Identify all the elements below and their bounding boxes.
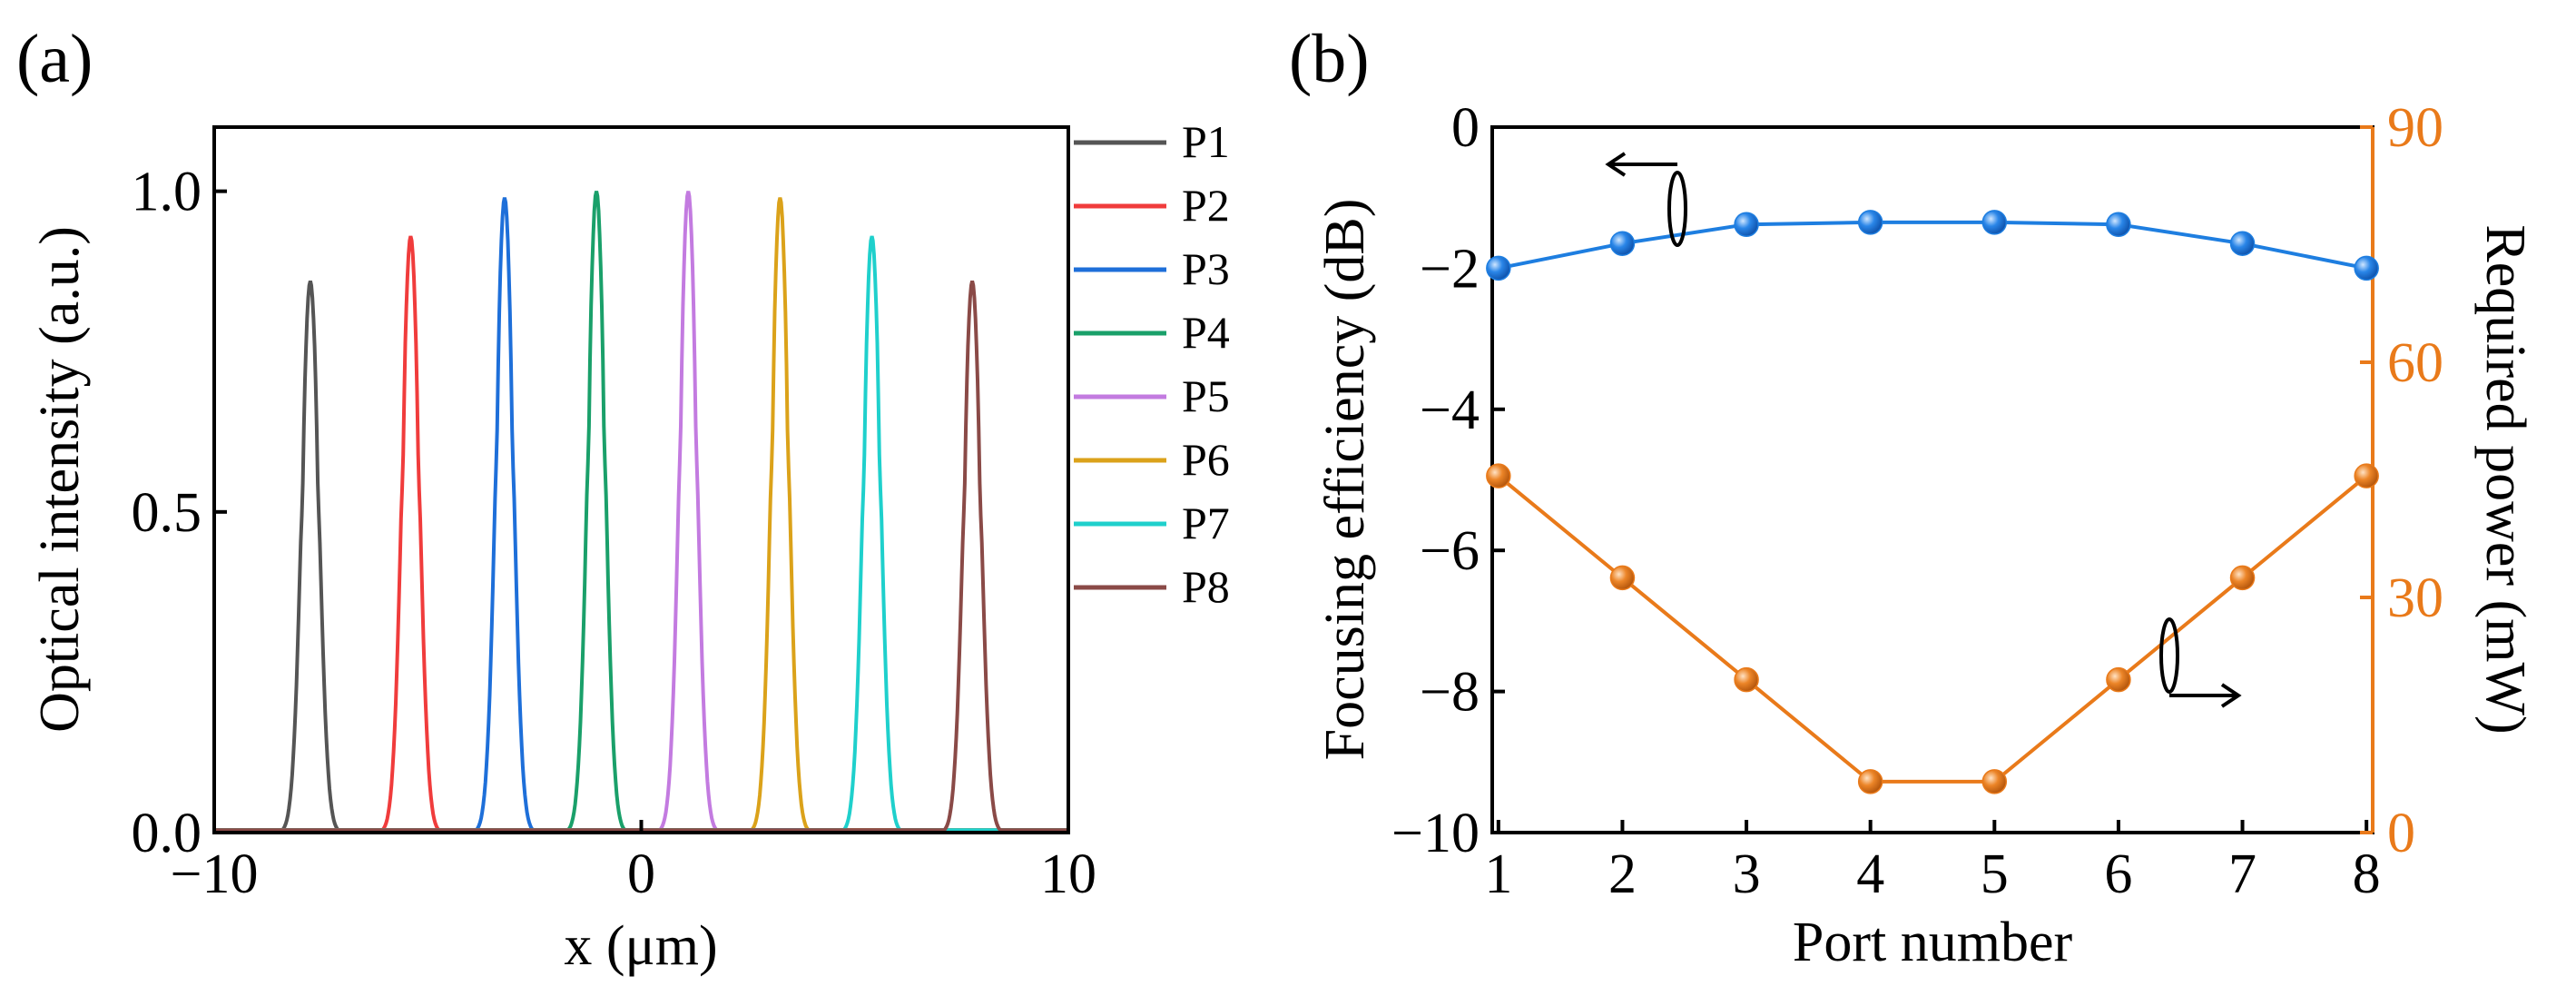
efficiency-axis-indicator: [1605, 152, 1687, 247]
left-y-tick-label: 0: [1451, 97, 1480, 159]
x-tick-label: 8: [2353, 843, 2381, 905]
x-tick-label: 10: [1040, 843, 1096, 905]
power-point: [2106, 666, 2131, 693]
legend-label-p2: P2: [1182, 180, 1230, 231]
panel-b-markers: [1486, 210, 2379, 794]
legend-label-p8: P8: [1182, 561, 1230, 612]
left-y-tick-label: −6: [1420, 520, 1480, 582]
right-y-tick-label: 0: [2387, 803, 2415, 864]
panel-a-label: (a): [16, 21, 93, 97]
efficiency-point: [2106, 212, 2131, 237]
left-y-tick-label: −8: [1420, 662, 1480, 724]
legend-label-p3: P3: [1182, 243, 1230, 294]
power-point: [1609, 565, 1636, 591]
left-y-tick-label: −4: [1420, 380, 1480, 441]
left-y-tick-label: −10: [1391, 803, 1480, 864]
y-tick-label: 0.5: [132, 482, 202, 544]
power-point: [1734, 666, 1759, 693]
x-tick-label: −10: [171, 843, 259, 905]
efficiency-line: [1498, 220, 2367, 271]
efficiency-point: [1857, 210, 1883, 235]
x-tick-label: 5: [1981, 843, 2009, 905]
x-tick-label: 7: [2228, 843, 2256, 905]
power-point: [1981, 769, 2008, 794]
legend-label-p5: P5: [1182, 370, 1230, 421]
panel-b-label: (b): [1289, 21, 1370, 97]
y-tick-label: 1.0: [132, 162, 202, 223]
efficiency-point: [2229, 231, 2256, 256]
x-tick-label: 0: [627, 843, 655, 905]
efficiency-point: [1734, 212, 1759, 237]
panel-a-curves: [214, 191, 1068, 833]
power-point: [1857, 769, 1883, 794]
right-y-tick-label: 60: [2387, 332, 2443, 394]
right-y-tick-label: 30: [2387, 567, 2443, 629]
legend-label-p1: P1: [1182, 116, 1230, 167]
intensity-curve-p1: [214, 281, 1068, 833]
legend-label-p6: P6: [1182, 434, 1230, 485]
power-point: [2229, 565, 2256, 591]
x-tick-label: 4: [1856, 843, 1884, 905]
panel-a-legend: P1 P2 P3 P4 P5 P6 P7 P8: [1074, 116, 1230, 612]
panel-b-left-axis-title: Focusing efficiency (dB): [1314, 199, 1376, 761]
legend-label-p4: P4: [1182, 307, 1230, 358]
x-tick-label: 6: [2104, 843, 2132, 905]
right-y-tick-label: 90: [2387, 97, 2443, 159]
left-y-tick-label: −2: [1420, 238, 1480, 300]
intensity-curve-p7: [214, 235, 1068, 833]
y-tick-label: 0.0: [132, 803, 202, 864]
panel-a-frame: [212, 125, 1070, 834]
power-point: [1486, 463, 1511, 488]
x-tick-label: 3: [1733, 843, 1761, 905]
efficiency-point: [1981, 210, 2008, 235]
panel-a-ticks: −10 0 10 0.0 0.5 1.0: [132, 162, 1097, 905]
panel-b-x-axis-title: Port number: [1793, 912, 2073, 973]
power-axis-indicator: [2159, 617, 2242, 708]
x-tick-label: 2: [1608, 843, 1637, 905]
legend-label-p7: P7: [1182, 498, 1230, 548]
intensity-curve-p5: [214, 191, 1068, 833]
power-line: [1497, 474, 2368, 784]
efficiency-point: [1486, 255, 1511, 281]
panel-a: (a) −10 0 10 0.0 0.5 1.0 x (μm) Optical inten…: [16, 21, 1230, 977]
panel-b-right-axis-title: Required power (mW): [2474, 224, 2536, 734]
panel-b-lines: [1497, 220, 2368, 784]
intensity-curve-p4: [214, 191, 1068, 833]
intensity-curve-p3: [214, 197, 1068, 833]
intensity-curve-p8: [214, 281, 1068, 833]
efficiency-point: [2354, 255, 2379, 281]
efficiency-point: [1609, 231, 1636, 256]
panel-a-y-axis-title: Optical intensity (a.u.): [29, 226, 91, 733]
intensity-curve-p2: [214, 235, 1068, 833]
panel-a-x-axis-title: x (μm): [564, 915, 717, 977]
intensity-curve-p6: [214, 197, 1068, 833]
x-tick-label: 1: [1484, 843, 1512, 905]
power-point: [2354, 463, 2379, 488]
